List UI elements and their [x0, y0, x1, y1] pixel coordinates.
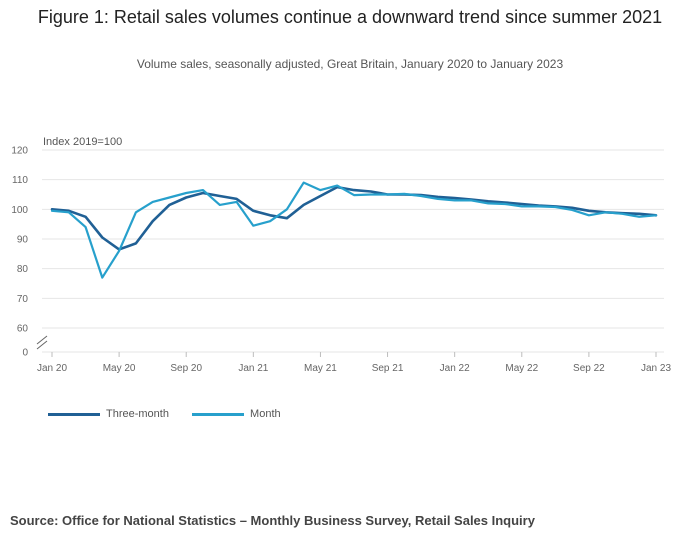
month-swatch — [192, 412, 245, 416]
line-chart: 0 60 70 80 90 100 110 120 Jan 20 May 20 Sep 20 Jan … — [11, 146, 671, 375]
axis-break-mark-2 — [36, 340, 48, 350]
x-tick-label-7: May 22 — [505, 363, 538, 374]
x-tick-label-3: Jan 21 — [238, 363, 268, 374]
x-tick-label-0: Jan 20 — [37, 363, 67, 374]
chart-subtitle: Volume sales, seasonally adjusted, Great… — [136, 57, 564, 71]
y-tick-label-120: 120 — [11, 146, 28, 157]
y-tick-label-70: 70 — [17, 294, 29, 305]
x-tick-label-9: Jan 23 — [641, 363, 671, 374]
y-tick-label-110: 110 — [12, 175, 28, 186]
y-tick-label-90: 90 — [17, 235, 29, 246]
month-line — [50, 181, 658, 279]
y-tick-label-0: 0 — [22, 348, 28, 359]
legend-label-month: Month — [250, 408, 281, 421]
legend-item-month[interactable]: Month — [192, 408, 281, 420]
axis-break-mark-1 — [36, 335, 48, 345]
legend-label-three-month: Three-month — [106, 408, 169, 421]
x-tick-label-4: May 21 — [304, 363, 337, 374]
x-tick-label-1: May 20 — [103, 363, 136, 374]
chart-title: Figure 1: Retail sales volumes continue … — [37, 7, 663, 27]
legend: Three-month Month — [48, 408, 301, 420]
legend-item-three-month[interactable]: Three-month — [48, 408, 169, 420]
three-month-line — [50, 185, 658, 251]
x-tick-label-5: Sep 21 — [372, 363, 404, 374]
x-tick-label-8: Sep 22 — [573, 363, 605, 374]
y-tick-label-80: 80 — [17, 264, 29, 275]
three-month-swatch — [48, 412, 100, 416]
y-axis-label: Index 2019=100 — [43, 136, 123, 148]
y-tick-label-60: 60 — [17, 324, 29, 335]
x-tick-label-2: Sep 20 — [170, 363, 202, 374]
y-tick-label-100: 100 — [11, 205, 28, 216]
source-note: Source: Office for National Statistics –… — [10, 513, 535, 528]
x-tick-label-6: Jan 22 — [440, 363, 470, 374]
